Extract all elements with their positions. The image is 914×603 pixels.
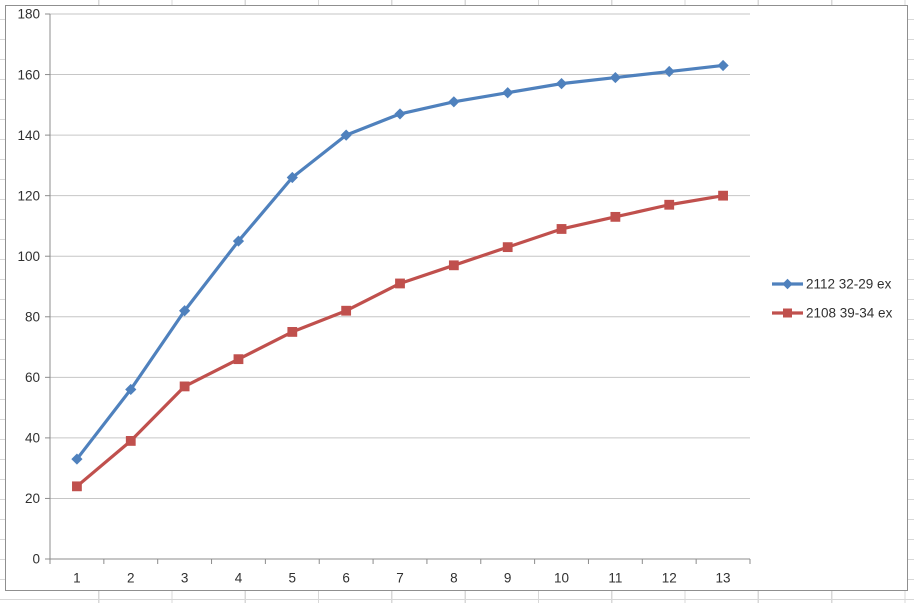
data-point-marker xyxy=(664,199,675,210)
x-tick-label: 9 xyxy=(504,571,512,586)
legend-label: 2112 32-29 ex xyxy=(806,277,892,292)
y-tick-label: 140 xyxy=(17,128,40,143)
data-point-marker xyxy=(340,129,352,141)
x-tick-label: 11 xyxy=(608,571,622,586)
data-point-marker xyxy=(395,278,405,289)
y-tick-label: 0 xyxy=(32,552,40,567)
axes xyxy=(45,13,751,564)
data-point-marker xyxy=(663,65,675,78)
y-tick-label: 120 xyxy=(17,188,40,203)
data-point-marker xyxy=(233,354,244,365)
data-point-marker xyxy=(502,242,513,253)
data-point-marker xyxy=(448,96,460,108)
data-point-marker xyxy=(448,260,459,271)
legend-label: 2108 39-34 ex xyxy=(806,306,893,321)
legend[interactable]: 2112 32-29 ex 2108 39-34 ex xyxy=(772,277,893,321)
data-point-marker xyxy=(555,78,568,90)
series-line[interactable] xyxy=(75,63,725,461)
data-point-marker xyxy=(556,224,567,234)
data-point-marker xyxy=(287,327,298,337)
data-point-marker xyxy=(125,436,136,446)
x-tick-label: 4 xyxy=(235,571,243,586)
x-tick-label: 6 xyxy=(342,571,350,586)
data-point-marker xyxy=(232,235,245,247)
data-point-marker xyxy=(783,308,792,318)
y-tick-label: 160 xyxy=(17,67,40,82)
x-tick-label: 12 xyxy=(662,571,677,586)
data-point-marker xyxy=(609,71,621,84)
series-2112-32-29-ex[interactable] xyxy=(71,59,729,465)
y-tick-label: 100 xyxy=(17,249,40,264)
data-point-marker xyxy=(394,108,406,120)
legend-entry-1[interactable]: 2112 32-29 ex xyxy=(772,277,892,292)
x-tick-label: 2 xyxy=(127,571,135,586)
chart-object[interactable]: 0 20 40 60 80 100 120 140 160 180 1 2 3 4 5 6 7 8 9 10 11 12 1… xyxy=(5,5,908,591)
x-tick-label: 5 xyxy=(289,571,297,586)
data-point-marker xyxy=(717,59,729,72)
y-tick-label: 40 xyxy=(25,431,40,446)
data-point-marker xyxy=(610,211,621,222)
y-tick-label: 180 xyxy=(17,7,40,22)
y-axis-labels: 0 20 40 60 80 100 120 140 160 180 xyxy=(17,7,40,567)
data-point-marker xyxy=(179,305,191,317)
legend-entry-2[interactable]: 2108 39-34 ex xyxy=(772,306,893,321)
data-point-marker xyxy=(125,383,137,396)
y-gridlines xyxy=(50,13,750,499)
x-tick-label: 8 xyxy=(450,571,458,586)
data-point-marker xyxy=(286,171,298,184)
y-tick-label: 20 xyxy=(25,491,40,506)
data-point-marker xyxy=(782,278,793,290)
x-tick-label: 10 xyxy=(554,571,569,586)
data-point-marker xyxy=(72,481,82,492)
x-tick-label: 1 xyxy=(73,571,81,586)
series-line[interactable] xyxy=(75,194,725,488)
y-tick-label: 60 xyxy=(25,370,40,385)
y-tick-label: 80 xyxy=(25,310,40,325)
data-point-marker xyxy=(718,190,728,201)
series-2108-39-34-ex[interactable] xyxy=(72,190,728,492)
data-point-marker xyxy=(179,381,190,392)
data-point-marker xyxy=(71,453,83,465)
data-point-marker xyxy=(341,305,352,316)
x-tick-label: 3 xyxy=(181,571,189,586)
x-axis-labels: 1 2 3 4 5 6 7 8 9 10 11 12 13 xyxy=(73,571,730,586)
x-tick-label: 7 xyxy=(396,571,404,586)
data-point-marker xyxy=(502,87,514,99)
x-tick-label: 13 xyxy=(716,571,731,586)
